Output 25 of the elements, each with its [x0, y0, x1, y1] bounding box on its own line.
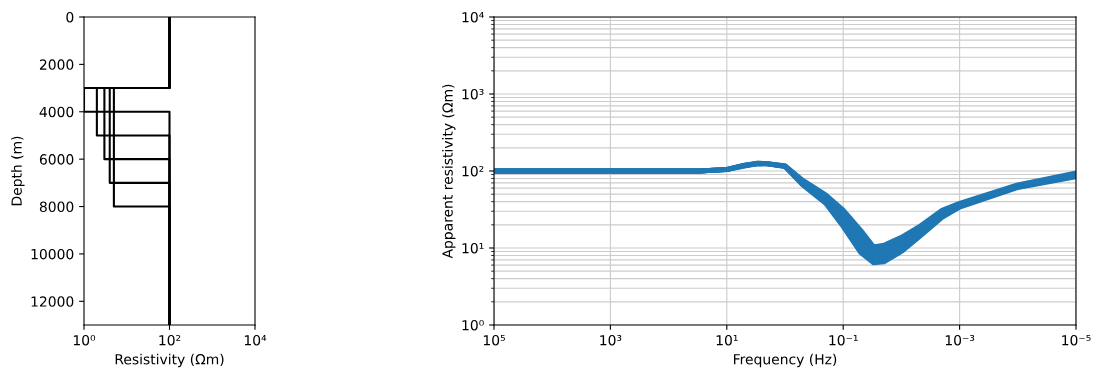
x-tick-label: 10²: [159, 334, 181, 346]
y-tick-label: 10²: [462, 165, 484, 177]
y-tick-label: 6000: [39, 154, 74, 165]
y-tick-label: 10¹: [462, 242, 484, 254]
y-tick-label: 0: [66, 11, 74, 23]
y-axis-title: Depth (m): [11, 136, 25, 206]
x-tick-label: 10¹: [716, 334, 738, 346]
y-tick-label: 4000: [39, 106, 74, 118]
x-axis-title: Frequency (Hz): [734, 353, 837, 368]
y-tick-label: 10000: [31, 248, 74, 260]
x-tick-label: 10⁻¹: [829, 334, 858, 346]
x-tick-label: 10⁵: [483, 334, 505, 346]
x-tick-label: 10⁻³: [945, 334, 975, 346]
x-tick-label: 10⁴: [244, 334, 267, 346]
x-tick-label: 10⁰: [73, 334, 96, 346]
y-tick-label: 12000: [31, 296, 74, 307]
x-tick-label: 10⁻⁵: [1062, 334, 1091, 346]
y-tick-label: 2000: [39, 59, 74, 70]
y-axis-title: Apparent resistivity (Ωm): [442, 84, 456, 259]
x-axis-title: Resistivity (Ωm): [115, 353, 224, 368]
y-tick-label: 10⁰: [462, 319, 484, 331]
y-tick-label: 8000: [39, 201, 74, 213]
y-tick-label: 10³: [462, 88, 484, 100]
x-tick-label: 10³: [600, 334, 622, 346]
y-tick-label: 10⁴: [462, 11, 484, 23]
